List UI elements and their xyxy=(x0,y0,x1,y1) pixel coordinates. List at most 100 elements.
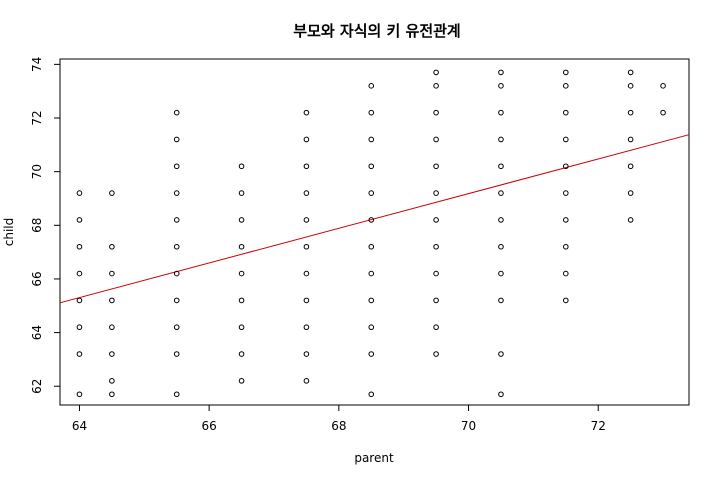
data-point xyxy=(368,391,375,398)
data-point xyxy=(238,190,245,196)
data-point xyxy=(562,83,569,89)
data-point xyxy=(173,297,180,304)
y-tick-label: 64 xyxy=(30,325,44,340)
data-point xyxy=(498,297,504,304)
data-point xyxy=(433,324,439,331)
data-point xyxy=(303,351,310,357)
data-point xyxy=(173,163,180,170)
data-point xyxy=(303,136,310,143)
data-point xyxy=(368,190,375,196)
data-point xyxy=(498,217,504,223)
y-tick-label: 66 xyxy=(30,271,44,286)
data-point xyxy=(660,83,666,89)
x-tick-label: 70 xyxy=(461,419,476,433)
data-point xyxy=(368,217,375,223)
data-point xyxy=(109,324,115,331)
data-point xyxy=(498,109,504,116)
data-point xyxy=(433,297,439,304)
data-point xyxy=(433,69,439,76)
data-point xyxy=(660,109,666,116)
data-point xyxy=(109,243,115,250)
data-point xyxy=(303,297,310,304)
data-point xyxy=(562,69,569,76)
data-point xyxy=(368,136,375,143)
data-point xyxy=(76,297,83,304)
data-point xyxy=(368,109,375,116)
data-point xyxy=(627,217,634,223)
data-point xyxy=(562,136,569,143)
data-point xyxy=(433,190,439,196)
data-point xyxy=(498,270,504,277)
data-point xyxy=(173,136,180,143)
data-point xyxy=(498,391,504,398)
data-point xyxy=(627,69,634,76)
data-point xyxy=(109,351,115,357)
x-tick-label: 66 xyxy=(202,419,217,433)
data-point xyxy=(627,163,634,170)
data-point xyxy=(303,243,310,250)
x-axis: 64 66 68 70 72 xyxy=(72,405,606,433)
data-point xyxy=(109,391,115,398)
data-point xyxy=(562,270,569,277)
data-point xyxy=(498,136,504,143)
data-point xyxy=(627,83,634,89)
regression-line xyxy=(59,134,690,304)
data-point xyxy=(303,378,310,384)
data-point xyxy=(368,163,375,170)
data-point xyxy=(173,109,180,116)
data-point xyxy=(238,351,245,357)
data-point xyxy=(109,190,115,196)
data-point xyxy=(368,243,375,250)
data-points xyxy=(76,69,666,398)
data-point xyxy=(433,163,439,170)
x-tick-label: 64 xyxy=(72,419,87,433)
data-point xyxy=(433,217,439,223)
data-point xyxy=(498,243,504,250)
x-tick-label: 68 xyxy=(331,419,346,433)
data-point xyxy=(303,324,310,331)
data-point xyxy=(303,109,310,116)
data-point xyxy=(627,109,634,116)
data-point xyxy=(498,190,504,196)
data-point xyxy=(173,243,180,250)
data-point xyxy=(433,351,439,357)
data-point xyxy=(238,243,245,250)
data-point xyxy=(173,190,180,196)
chart-title: 부모와 자식의 키 유전관계 xyxy=(293,22,460,40)
data-point xyxy=(76,351,83,357)
data-point xyxy=(238,378,245,384)
data-point xyxy=(627,190,634,196)
data-point xyxy=(173,324,180,331)
data-point xyxy=(173,270,180,277)
data-point xyxy=(173,217,180,223)
data-point xyxy=(498,163,504,170)
data-point xyxy=(238,163,245,170)
data-point xyxy=(498,69,504,76)
x-axis-label: parent xyxy=(354,451,394,465)
data-point xyxy=(562,217,569,223)
data-point xyxy=(109,297,115,304)
y-tick-label: 62 xyxy=(30,379,44,394)
data-point xyxy=(76,270,83,277)
data-point xyxy=(109,378,115,384)
data-point xyxy=(368,297,375,304)
data-point xyxy=(433,243,439,250)
data-point xyxy=(433,136,439,143)
data-point xyxy=(109,270,115,277)
data-point xyxy=(433,270,439,277)
data-point xyxy=(562,109,569,116)
data-point xyxy=(498,83,504,89)
y-axis-label: child xyxy=(2,218,16,247)
y-tick-label: 68 xyxy=(30,218,44,233)
data-point xyxy=(433,83,439,89)
data-point xyxy=(368,270,375,277)
data-point xyxy=(303,217,310,223)
data-point xyxy=(562,297,569,304)
data-point xyxy=(303,163,310,170)
data-point xyxy=(173,351,180,357)
data-point xyxy=(238,217,245,223)
x-tick-label: 72 xyxy=(591,419,606,433)
data-point xyxy=(238,297,245,304)
data-point xyxy=(303,270,310,277)
